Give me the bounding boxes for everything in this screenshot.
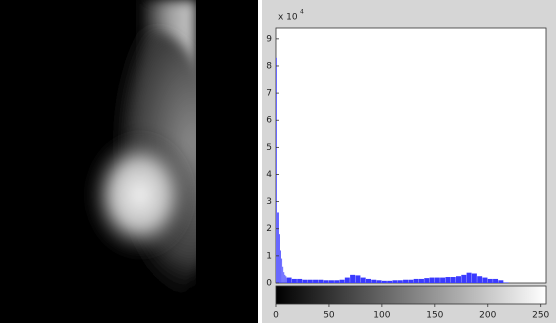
bar [279,234,280,283]
screenshot: x 10 4 0 1 2 3 4 5 6 7 8 9 0 50 100 150 200 250 [0,0,556,323]
bar [392,280,397,283]
bar [340,280,345,283]
bar [324,280,329,283]
bar [282,267,283,283]
bar [482,278,487,283]
bar [283,272,284,283]
bar [350,275,355,283]
mammogram-image [0,0,258,323]
bar [287,278,292,283]
bar [371,280,376,283]
bar [456,276,461,283]
bar [419,279,424,283]
bar [278,212,279,283]
bar [424,278,429,283]
y-tick-label: 9 [266,34,272,44]
y-tick-label: 5 [266,143,272,153]
bar [329,280,334,283]
y-tick-label: 7 [266,89,272,99]
y-tick-label: 2 [266,224,272,234]
bar [355,275,360,283]
y-tick-label: 6 [266,116,272,126]
bar [445,277,450,283]
bar [403,280,408,283]
bar [377,280,382,283]
bar [361,278,366,283]
bar [313,280,318,283]
bar [284,275,285,283]
y-tick-label: 3 [266,197,272,207]
y-tick-label: 1 [266,251,272,261]
bar [292,279,297,283]
bar [382,281,387,283]
bar [297,279,302,283]
bar [281,259,282,283]
bar [286,276,287,283]
bar [493,279,498,283]
x-tick-label: 50 [323,311,335,321]
bar [488,279,493,283]
y-tick-label: 0 [266,279,272,289]
bar [472,274,477,283]
bar [334,280,339,283]
x-tick-label: 100 [373,311,390,321]
bar [276,58,277,283]
bar [302,280,307,283]
x-tick-label: 150 [426,311,443,321]
x-tick-label: 0 [273,311,279,321]
bar [387,281,392,283]
bar [345,278,350,283]
y-tick-label: 8 [266,61,272,71]
bar [318,280,323,283]
bar [498,280,503,283]
bar [451,277,456,283]
bar [477,276,482,283]
bar [414,279,419,283]
bar [440,278,445,283]
bar [435,278,440,283]
bar [277,212,278,283]
y-scale-label: x 10 [278,13,298,23]
bar [308,280,313,283]
bar [366,279,371,283]
x-tick-label: 250 [532,311,549,321]
bar [408,280,413,283]
bar [398,280,403,283]
y-scale-exponent: 4 [300,9,304,16]
colorbar [276,286,546,304]
y-tick-label: 4 [266,170,272,180]
bar [280,250,281,283]
x-tick-label: 200 [479,311,496,321]
bar [461,275,466,283]
bar [467,273,472,283]
bar [504,282,509,283]
axes [276,28,546,283]
bar [430,278,435,283]
